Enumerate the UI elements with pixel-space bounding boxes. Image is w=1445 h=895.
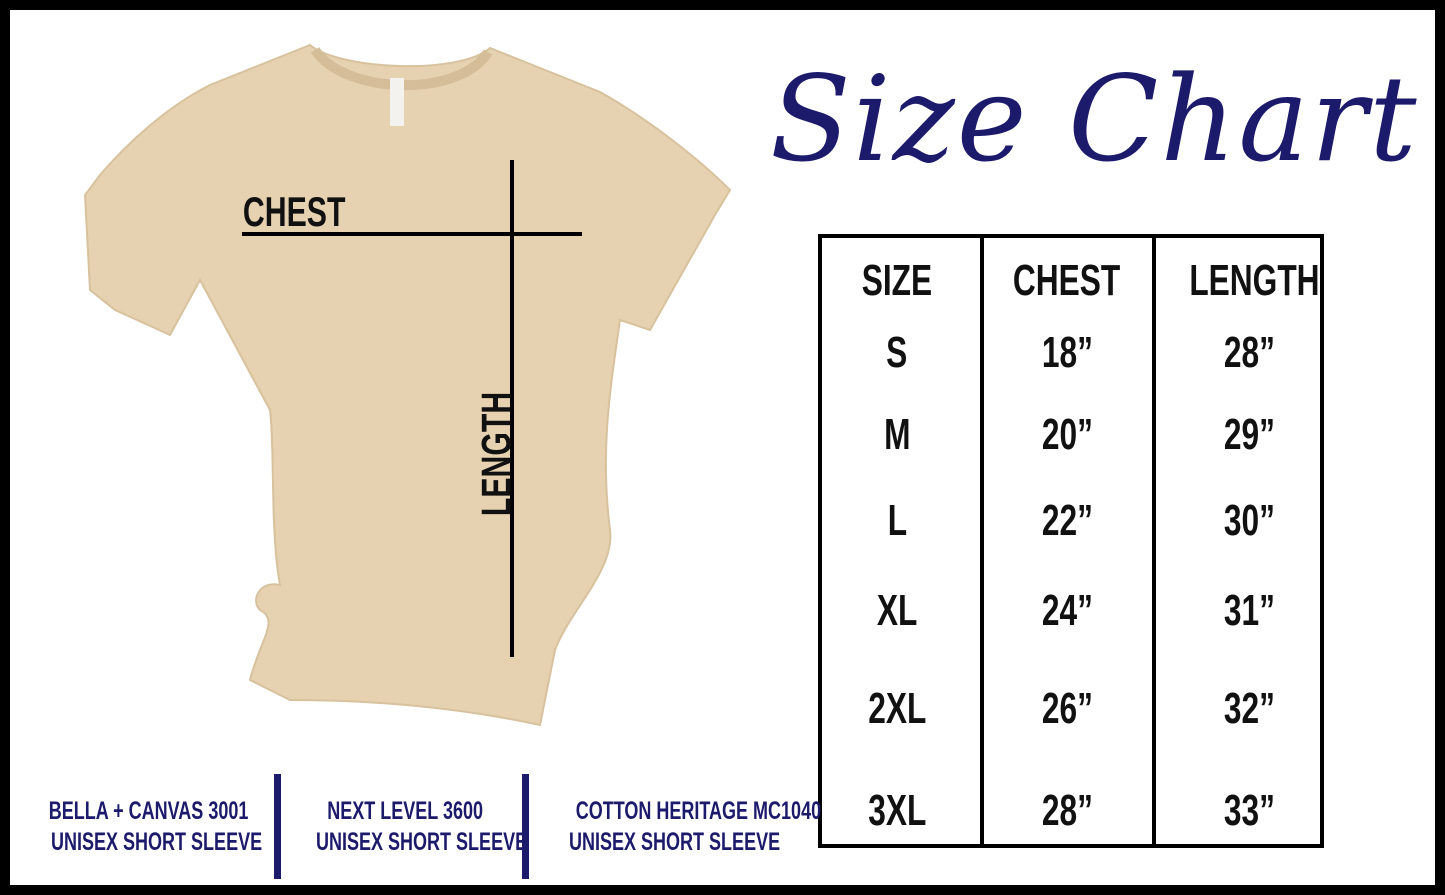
cell-length: 28” [1223,328,1275,377]
brand-cotton-heritage: COTTON HERITAGE MC1040 UNISEX SHORT SLEE… [569,797,822,856]
cell-size: XL [876,586,918,635]
cell-length: 29” [1223,410,1275,459]
cell-chest: 18” [1041,328,1093,377]
tshirt-body [83,43,732,727]
cell-chest: 22” [1041,496,1093,545]
column-divider [1152,238,1156,844]
page-title: Size Chart [770,50,1419,188]
cell-length: 33” [1223,786,1275,835]
cell-chest: 20” [1041,410,1093,459]
header-size: SIZE [861,256,933,305]
cell-length: 32” [1223,684,1275,733]
length-label: LENGTH [472,391,520,517]
shirt-tag [390,78,404,126]
header-chest: CHEST [1013,256,1121,305]
column-divider [980,238,984,844]
size-table: SIZE CHEST LENGTH S 18” 28” M 20” 29” L 22” 30” XL 24… [818,234,1324,848]
cell-size: L [887,496,907,545]
cell-length: 31” [1223,586,1275,635]
cell-size: 2XL [867,684,927,733]
cell-size: M [883,410,911,459]
size-chart-canvas: CHEST LENGTH Size Chart SIZE CHEST LENGTH S… [10,10,1435,885]
brand-divider [274,774,281,879]
chest-label: CHEST [242,188,346,235]
header-length: LENGTH [1189,256,1320,305]
cell-chest: 26” [1041,684,1093,733]
cell-size: 3XL [867,786,927,835]
cell-size: S [886,328,908,377]
cell-chest: 28” [1041,786,1093,835]
tshirt-illustration [83,43,732,727]
cell-chest: 24” [1041,586,1093,635]
brand-next-level: NEXT LEVEL 3600 UNISEX SHORT SLEEVE [316,797,528,856]
cell-length: 30” [1223,496,1275,545]
brand-bella-canvas: BELLA + CANVAS 3001 UNISEX SHORT SLEEVE [48,797,263,856]
brand-divider [522,774,529,879]
